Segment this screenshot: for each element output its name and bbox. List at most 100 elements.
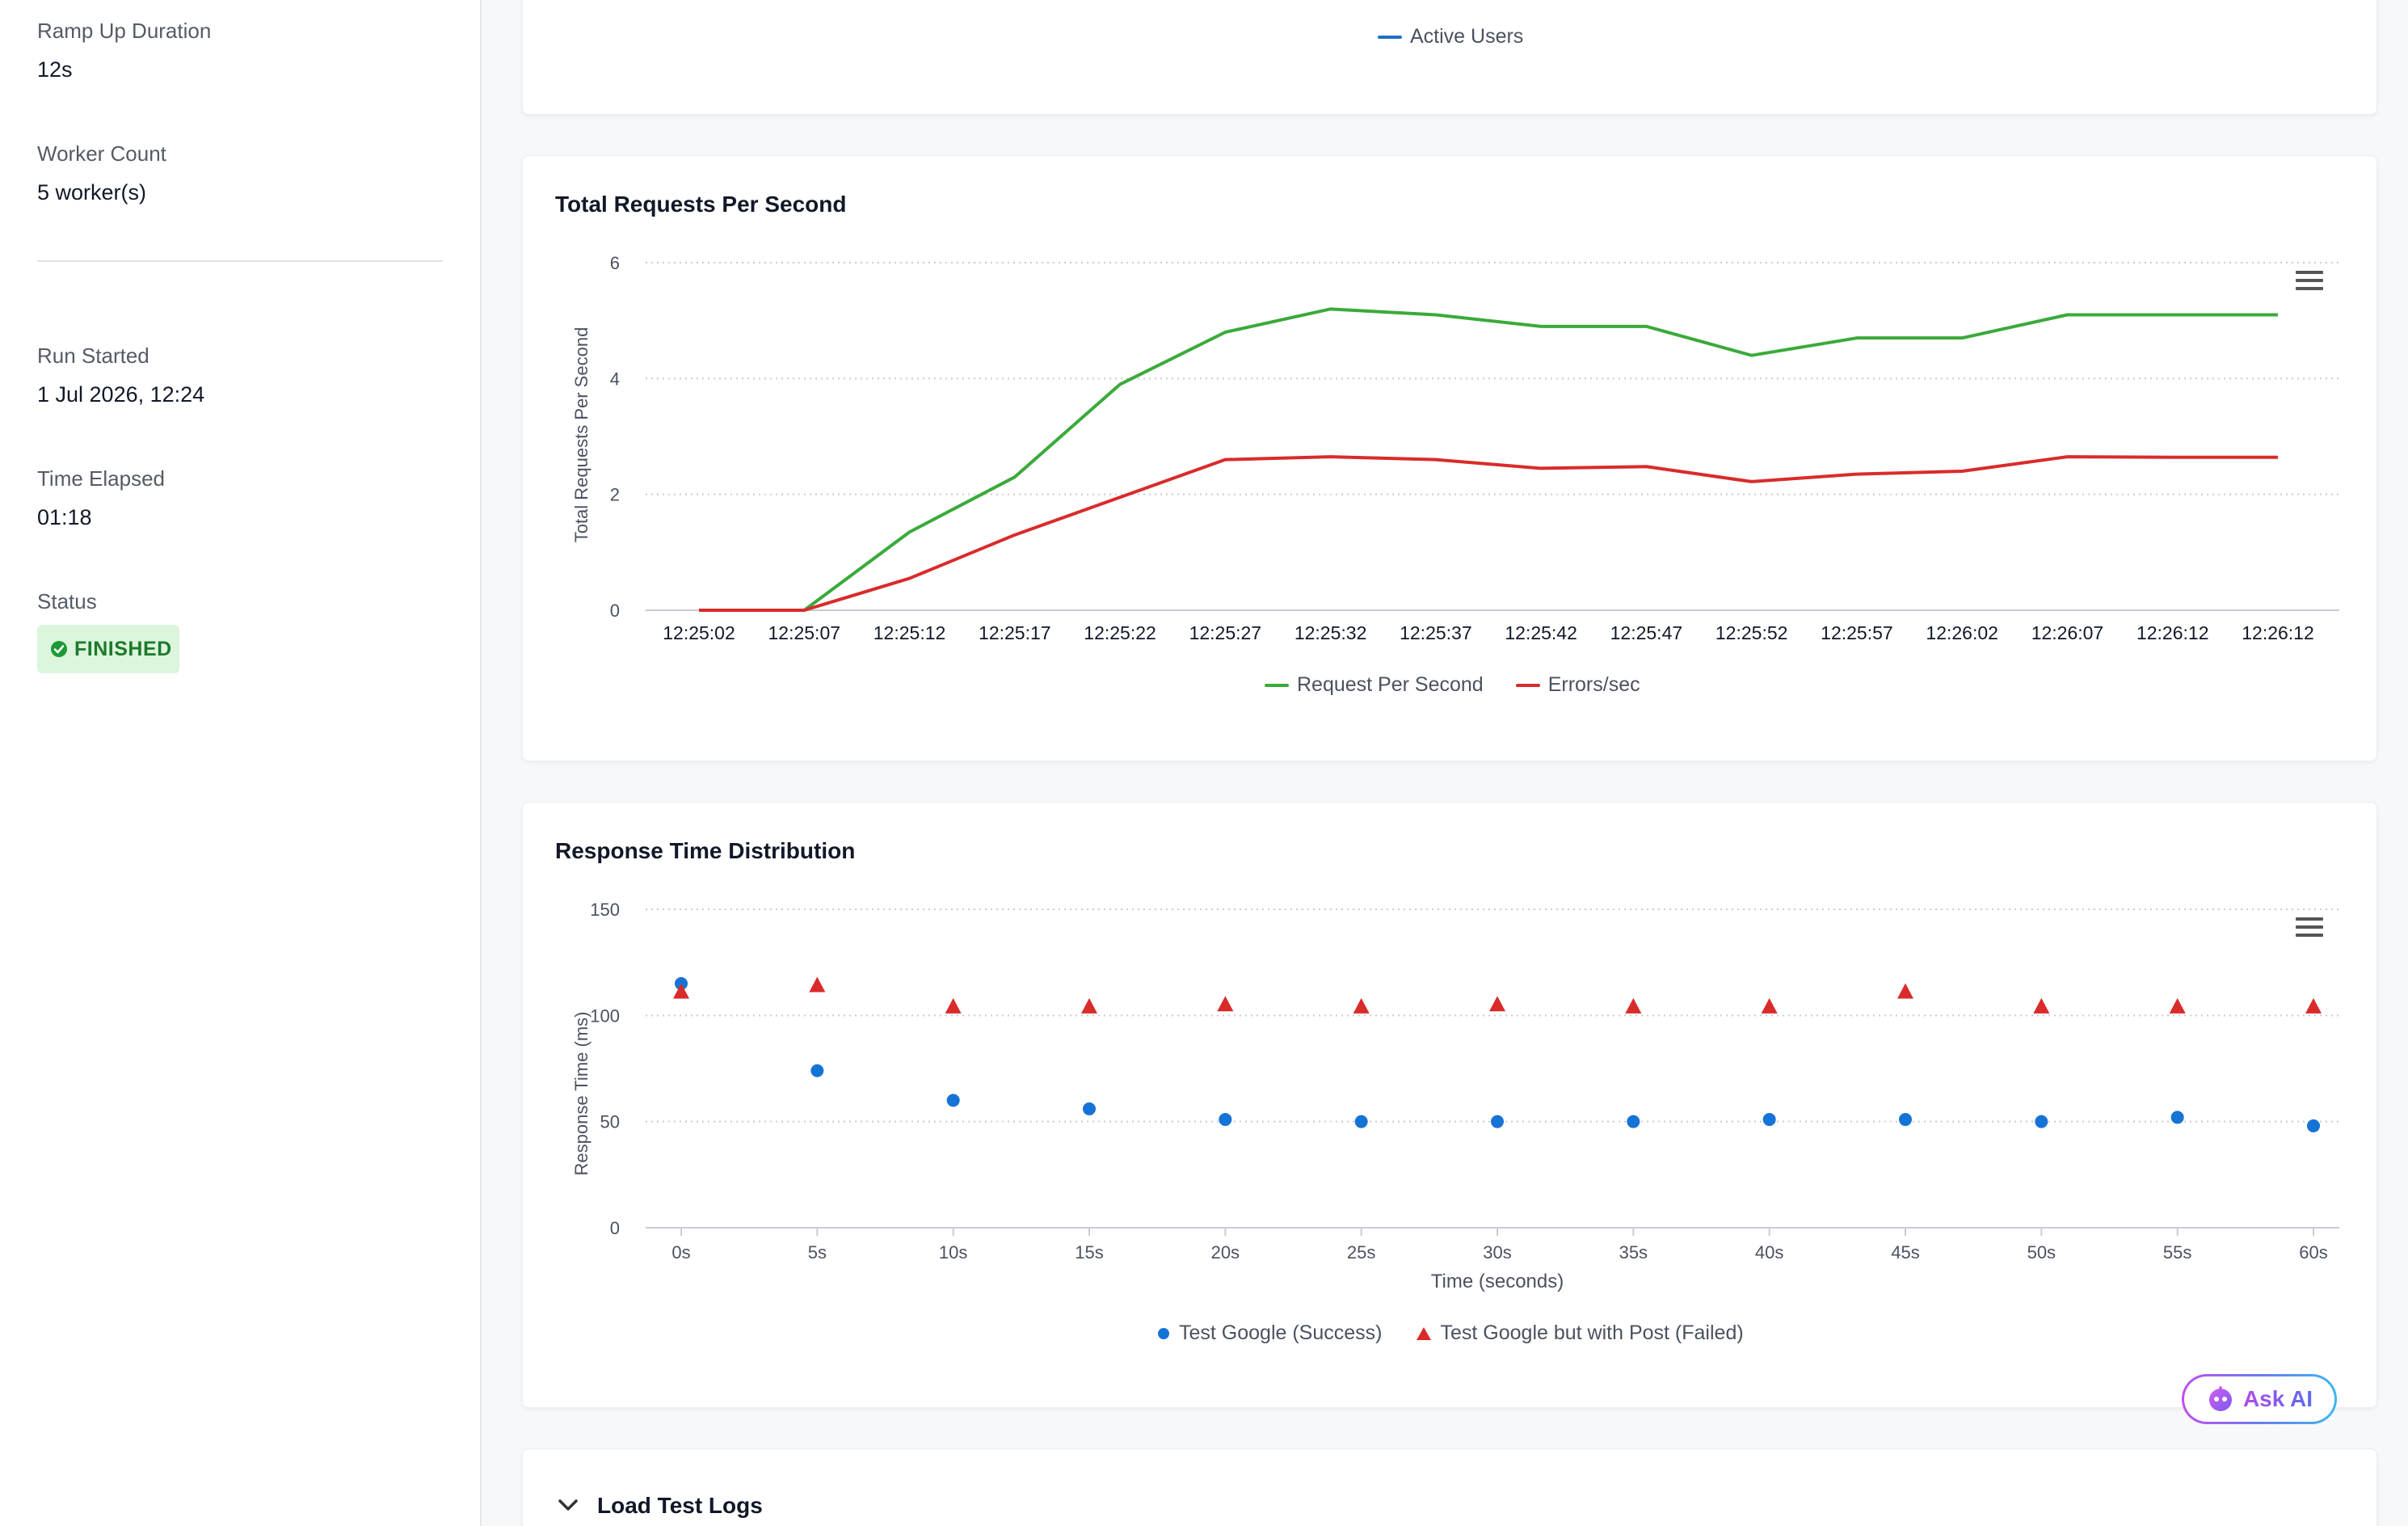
data-point-failed (2033, 997, 2050, 1014)
data-point-success (1083, 1102, 1096, 1115)
rt-chart-svg: Response Time (ms) Time (seconds) 0 50 100… (571, 900, 2339, 1292)
series-line-errors-per-sec (699, 455, 2278, 612)
x-tick-label: 12:25:07 (768, 622, 841, 643)
field-value: 12s (37, 57, 73, 82)
data-point-success (1627, 1115, 1640, 1128)
x-tick-label: 30s (1483, 1242, 1511, 1263)
x-tick-label: 12:25:37 (1400, 622, 1472, 643)
field-value: 01:18 (37, 505, 92, 529)
y-tick-label: 0 (610, 601, 620, 621)
data-point-success (1762, 1113, 1776, 1127)
x-tick-label: 12:25:32 (1295, 622, 1367, 643)
legend-label: Test Google but with Post (Failed) (1440, 1322, 1744, 1344)
data-point-success (1219, 1113, 1232, 1127)
data-point-failed (945, 997, 962, 1014)
x-tick-label: 0s (671, 1242, 690, 1263)
x-tick-label: 12:26:07 (2031, 622, 2104, 643)
run-started-field: Run Started 1 Jul 2026, 12:24 (37, 343, 204, 408)
chart-legend: Test Google (Success) Test Google but wi… (1156, 1322, 1744, 1345)
legend-line (1515, 683, 1540, 687)
circle-marker-icon (1156, 1326, 1171, 1341)
worker-count-field: Worker Count 5 worker(s) (37, 141, 166, 206)
data-point-failed (2169, 997, 2186, 1014)
active-users-card: Active Users (522, 0, 2377, 115)
status-field: Status (37, 588, 97, 614)
x-tick-label: 12:26:12 (2242, 622, 2314, 643)
y-tick-label: 50 (600, 1112, 620, 1132)
legend-item-request-per-second[interactable]: Request Per Second (1265, 673, 1484, 697)
chart-legend: Active Users (1378, 25, 1523, 48)
legend-line (1265, 683, 1289, 687)
chevron-down-icon[interactable] (557, 1496, 579, 1514)
field-value: 5 worker(s) (37, 180, 147, 204)
ask-ai-label: Ask AI (2242, 1386, 2313, 1411)
time-elapsed-field: Time Elapsed 01:18 (37, 466, 165, 531)
x-tick-label: 60s (2299, 1242, 2327, 1263)
data-point-failed (673, 983, 689, 999)
data-point-failed (809, 976, 826, 993)
requests-per-second-card: Total Requests Per Second Total Requests… (522, 155, 2377, 761)
check-circle-icon (50, 640, 68, 658)
legend-item-active-users[interactable]: Active Users (1378, 25, 1523, 48)
ask-ai-button[interactable]: Ask AI (2182, 1374, 2337, 1424)
data-point-failed (1625, 997, 1642, 1014)
chart-menu-icon[interactable] (2296, 916, 2323, 942)
legend-label: Test Google (Success) (1179, 1322, 1383, 1344)
status-text: FINISHED (74, 637, 172, 660)
x-tick-label: 50s (2027, 1242, 2056, 1263)
response-time-card: Response Time Distribution Response Time… (522, 802, 2377, 1408)
chart-menu-icon[interactable] (2296, 269, 2323, 296)
data-point-failed (1761, 997, 1778, 1014)
y-axis-label: Total Requests Per Second (571, 327, 591, 543)
data-point-success (2170, 1111, 2184, 1124)
data-point-success (2035, 1115, 2048, 1128)
y-tick-label: 150 (590, 900, 620, 920)
x-tick-label: 12:25:22 (1084, 622, 1156, 643)
data-point-failed (2305, 997, 2322, 1014)
x-tick-label: 12:25:02 (663, 622, 735, 643)
data-point-failed (1489, 996, 1505, 1012)
x-tick-label: 10s (939, 1242, 967, 1263)
series-line-request-per-second (803, 307, 2278, 612)
x-tick-label: 40s (1755, 1242, 1783, 1263)
data-point-success (1354, 1115, 1368, 1128)
field-label: Run Started (37, 344, 149, 368)
data-point-failed (1353, 997, 1370, 1014)
data-point-failed (1081, 997, 1097, 1014)
sidebar-divider (37, 260, 443, 262)
rps-chart-svg: Total Requests Per Second 0 2 4 6 12:25:02 12… (571, 253, 2339, 643)
data-point-success (810, 1064, 824, 1077)
chart-title: Response Time Distribution (555, 838, 856, 863)
x-tick-label: 12:25:47 (1610, 622, 1683, 643)
legend-item-errors-per-sec[interactable]: Errors/sec (1515, 673, 1640, 697)
x-tick-label: 12:25:52 (1715, 622, 1788, 643)
legend-item-test-google-post-failed[interactable]: Test Google but with Post (Failed) (1415, 1322, 1744, 1345)
triangle-marker-icon (1415, 1326, 1433, 1342)
legend-label: Request Per Second (1297, 673, 1484, 696)
sidebar: Ramp Up Duration 12s Worker Count 5 work… (0, 0, 482, 1526)
x-tick-label: 45s (1891, 1242, 1919, 1263)
legend-item-test-google-success[interactable]: Test Google (Success) (1156, 1322, 1383, 1345)
x-tick-label: 12:25:57 (1821, 622, 1893, 643)
x-tick-label: 12:25:42 (1505, 622, 1577, 643)
y-tick-label: 2 (610, 485, 620, 505)
x-tick-label: 12:25:12 (874, 622, 946, 643)
legend-line (1378, 35, 1402, 39)
load-test-logs-card[interactable]: Load Test Logs (522, 1448, 2377, 1526)
x-tick-label: 55s (2163, 1242, 2191, 1263)
field-value: 1 Jul 2026, 12:24 (37, 382, 205, 407)
robot-icon (2206, 1385, 2235, 1414)
logs-title: Load Test Logs (597, 1493, 763, 1518)
y-tick-label: 4 (610, 369, 620, 389)
status-badge: FINISHED (37, 625, 179, 673)
data-point-failed (1897, 983, 1913, 999)
field-label: Ramp Up Duration (37, 19, 212, 43)
data-point-success (946, 1094, 960, 1107)
field-label: Worker Count (37, 141, 166, 166)
x-tick-label: 35s (1619, 1242, 1648, 1263)
x-axis-label: Time (seconds) (1431, 1271, 1564, 1292)
x-tick-label: 5s (808, 1242, 827, 1263)
y-tick-label: 6 (610, 253, 620, 273)
data-point-success (2307, 1119, 2320, 1132)
y-tick-label: 0 (610, 1218, 620, 1238)
